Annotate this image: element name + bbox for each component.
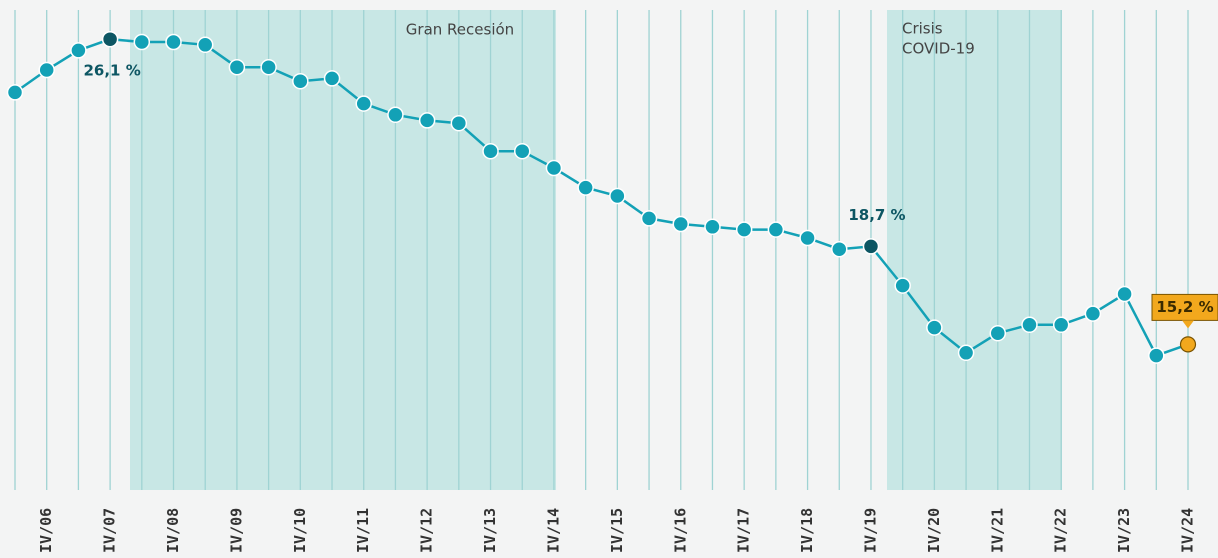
point [672,215,690,233]
point [228,58,246,76]
point [1179,336,1197,353]
point [735,221,753,238]
x-tick-label: IV/22 [1052,508,1070,553]
annotation: Gran Recesión [406,21,514,39]
point [545,159,563,177]
x-tick-label: IV/23 [1115,508,1133,553]
x-tick-label: IV/14 [544,508,562,553]
point [323,70,341,87]
x-tick-label: IV/21 [988,508,1006,553]
point [450,114,468,132]
label-box [1151,293,1218,321]
point [165,33,182,51]
annotation: COVID-19 [902,40,975,58]
point [640,210,658,227]
point [704,218,721,236]
point [6,84,24,101]
point [196,36,214,54]
point [1116,285,1133,303]
x-tick-label: IV/16 [671,508,689,553]
point [482,142,499,160]
covid-band [887,10,1062,490]
x-tick-label: IV/06 [37,508,55,553]
point [957,344,975,362]
point [767,221,785,238]
point [101,30,119,48]
point [831,240,848,258]
x-tick-label: IV/08 [164,508,182,553]
x-tick-label: IV/10 [291,508,309,553]
label-pointer [1182,320,1194,329]
x-tick-label: IV/17 [735,508,753,553]
x-tick-label: IV/12 [418,508,436,553]
x-tick-label: IV/24 [1179,508,1197,553]
point [133,33,151,51]
point [989,324,1007,342]
value-label: 15,2 % [1156,298,1213,316]
x-tick-label: IV/19 [861,508,879,553]
x-tick-label: IV/13 [481,508,499,553]
value-label: 18,7 % [848,206,905,224]
point [292,72,309,90]
value-label: 26,1 % [83,62,140,80]
x-tick-label: IV/07 [101,508,119,553]
point [70,42,87,59]
point [260,58,277,76]
x-tick-label: IV/15 [608,508,626,553]
point [1052,316,1070,334]
x-tick-label: IV/20 [925,508,943,553]
point [1084,305,1102,322]
point [1021,316,1038,334]
point [609,187,626,205]
point [894,277,911,294]
point [355,95,372,112]
point [926,319,943,336]
x-tick-label: IV/09 [227,508,245,553]
annotation: Crisis [902,20,943,38]
point [862,238,880,255]
point [577,179,594,196]
x-tick-label: IV/11 [354,508,372,553]
point [799,229,816,247]
point [387,106,404,124]
point [1148,347,1165,364]
point [513,142,531,160]
point [418,112,436,129]
point [38,61,55,79]
recession-band [130,10,556,490]
x-tick-label: IV/18 [798,508,816,553]
